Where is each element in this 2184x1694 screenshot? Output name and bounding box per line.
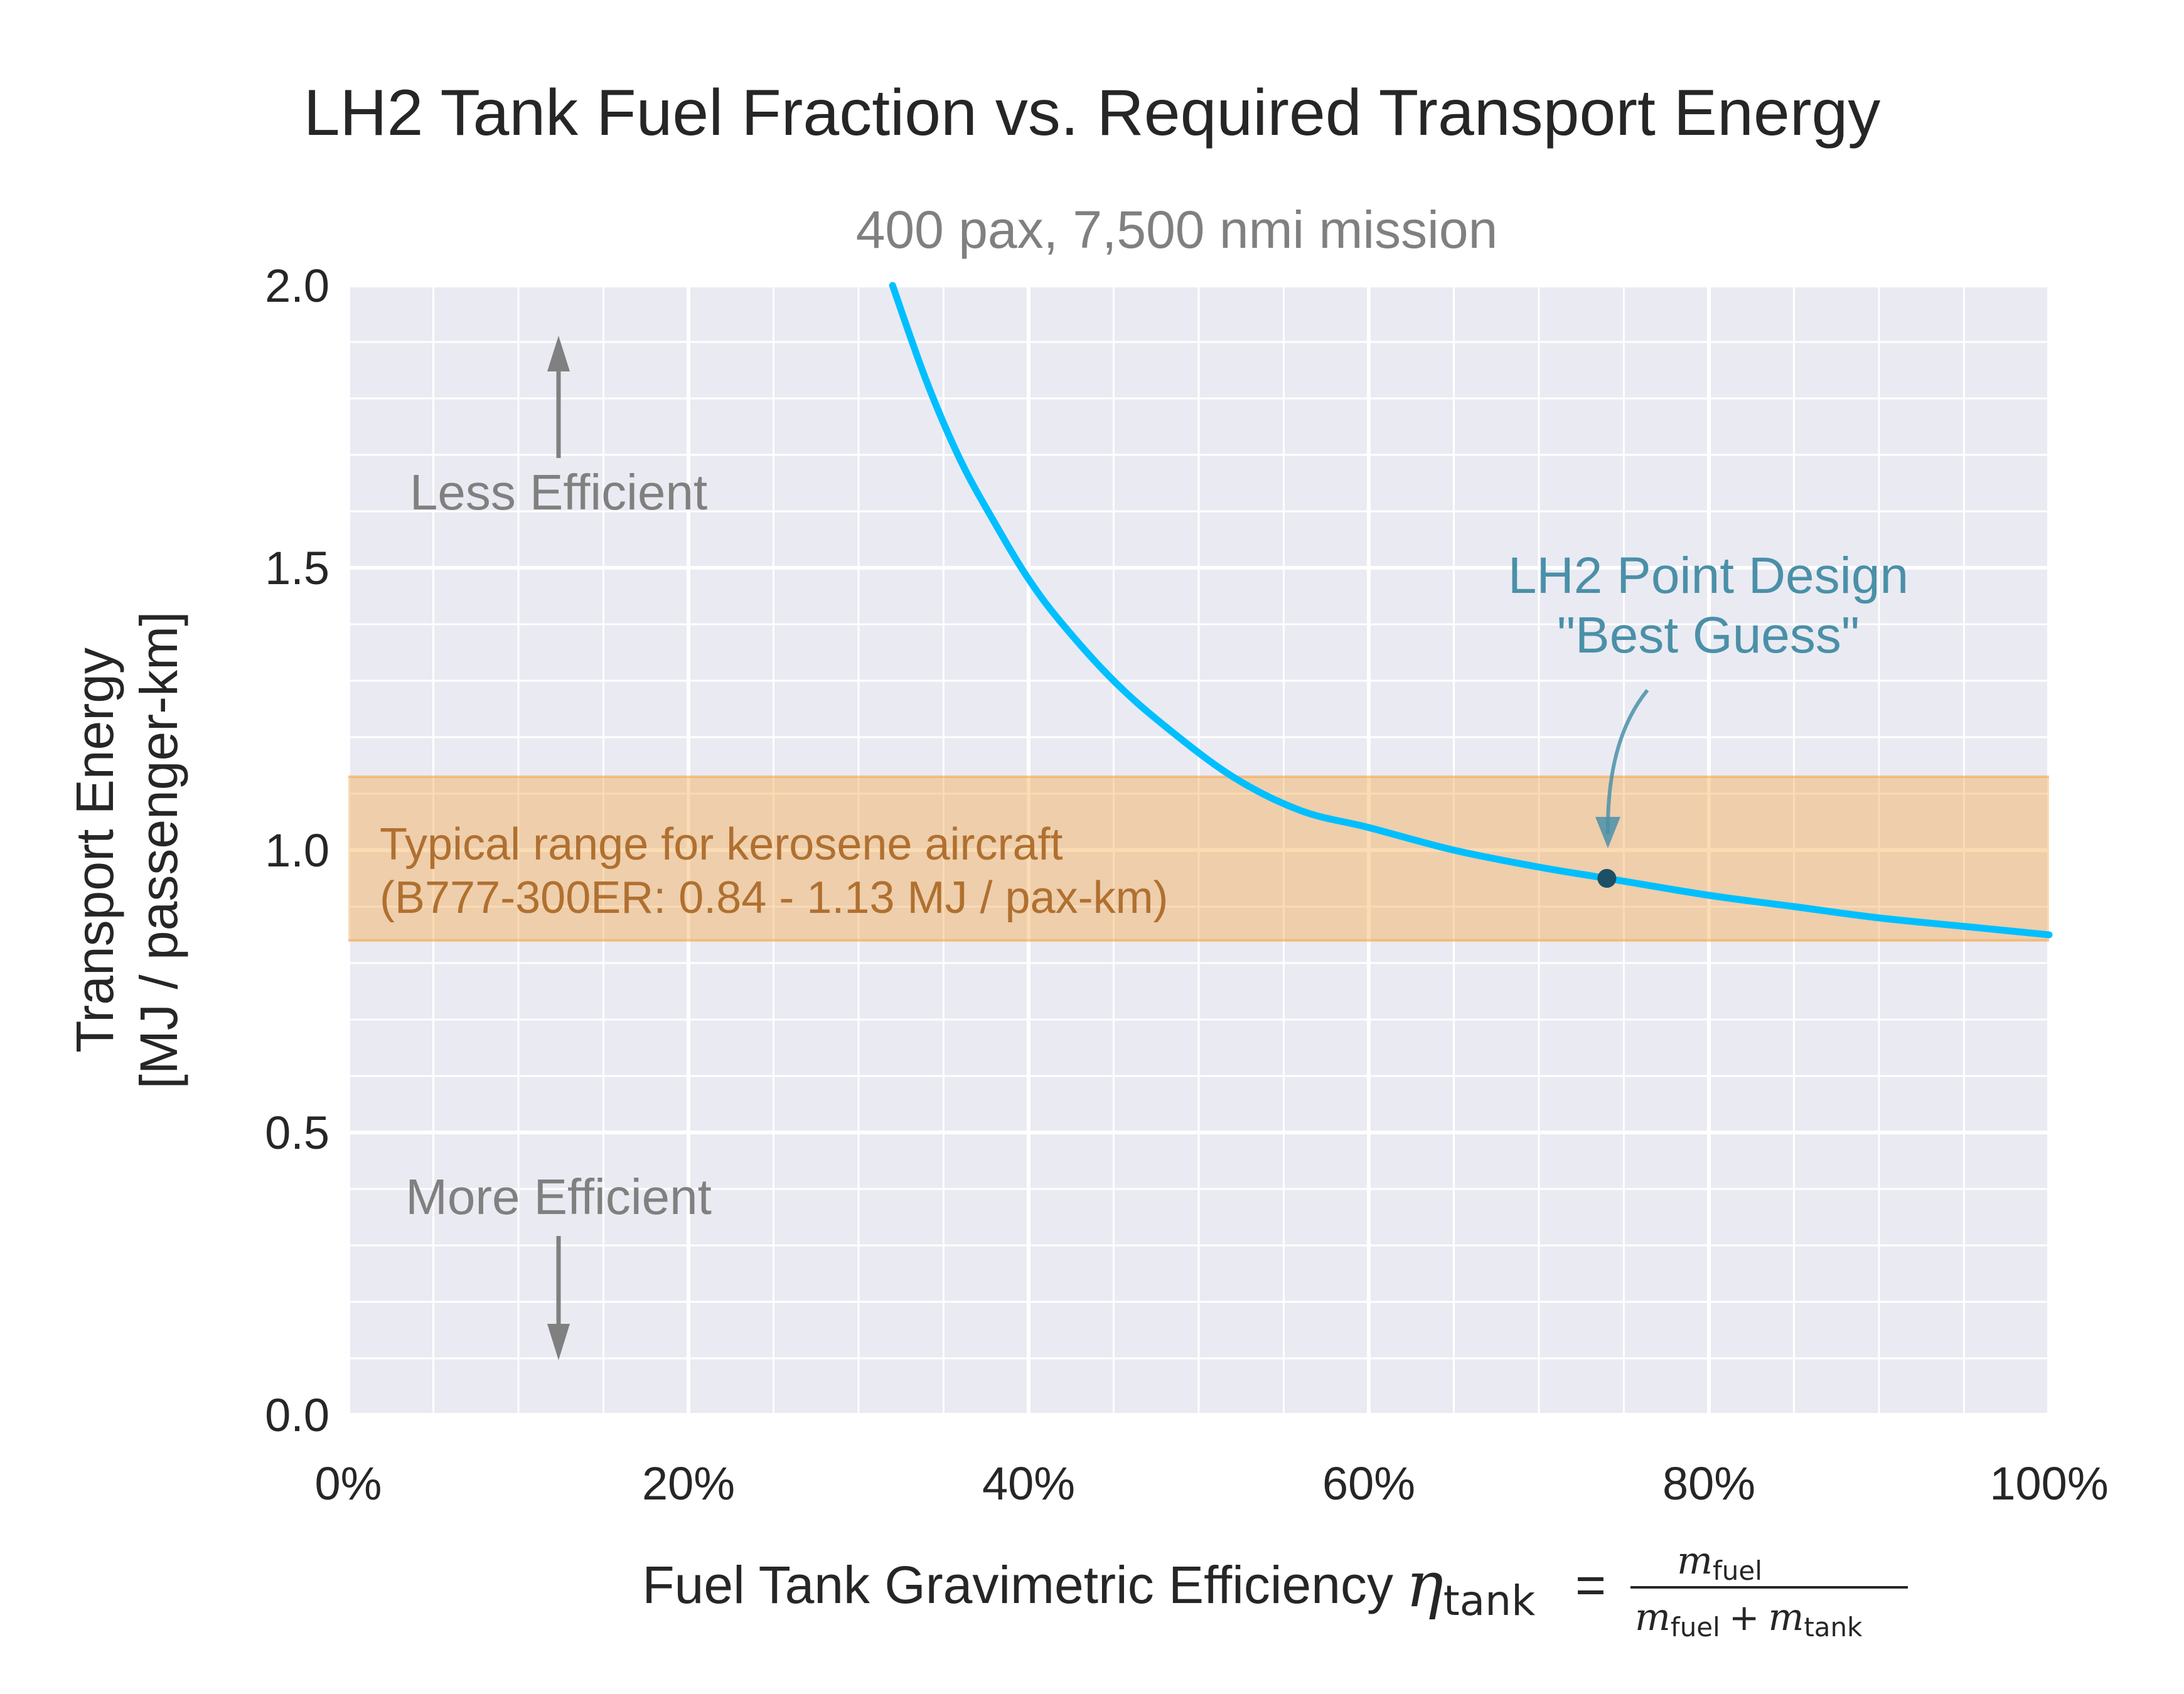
y-axis-label-line1: Transport Energy	[65, 647, 124, 1053]
y-tick-label: 2.0	[265, 260, 329, 312]
point-design-arrow	[1605, 689, 1649, 835]
formula-eta-symbol: η	[1406, 1548, 1443, 1621]
x-tick-label: 100%	[1989, 1457, 2108, 1510]
formula-den-m1: m	[1635, 1595, 1671, 1639]
more-efficient-label: More Efficient	[405, 1169, 712, 1225]
formula-num-m: m	[1677, 1539, 1713, 1583]
x-axis-label: Fuel Tank Gravimetric Efficiency	[642, 1555, 1393, 1614]
point-design-marker	[1597, 869, 1617, 888]
x-tick-label: 20%	[642, 1457, 735, 1510]
band-label-line1: Typical range for kerosene aircraft	[380, 819, 1063, 870]
formula-numerator: mfuel	[1677, 1539, 1762, 1586]
x-tick-label: 40%	[982, 1457, 1075, 1510]
point-design-label-line2: "Best Guess"	[1557, 607, 1860, 664]
series-line	[889, 282, 2053, 939]
less-efficient-arrowhead	[547, 336, 570, 371]
formula-eta-sub: tank	[1443, 1577, 1536, 1625]
major-grid	[346, 284, 2051, 1417]
x-tick-label: 60%	[1322, 1457, 1415, 1510]
formula-equals: =	[1575, 1555, 1606, 1614]
formula-num-sub: fuel	[1713, 1555, 1762, 1586]
y-tick-label: 0.5	[265, 1107, 329, 1159]
y-tick-label: 1.5	[265, 542, 329, 594]
formula-den-plus: +	[1729, 1596, 1760, 1639]
more-efficient-arrowhead	[547, 1324, 570, 1360]
band-label-line2: (B777-300ER: 0.84 - 1.13 MJ / pax-km)	[380, 873, 1169, 923]
x-axis-formula: ηtank = mfuel mfuel + mtank	[1406, 1539, 1908, 1643]
formula-eta: ηtank	[1406, 1548, 1536, 1625]
y-tick-labels: 0.0 0.5 1.0 1.5 2.0	[265, 260, 329, 1441]
chart-title: LH2 Tank Fuel Fraction vs. Required Tran…	[304, 77, 1881, 149]
x-tick-labels: 0% 20% 40% 60% 80% 100%	[315, 1457, 2109, 1510]
chart-subtitle: 400 pax, 7,500 nmi mission	[856, 200, 1498, 259]
y-tick-label: 0.0	[265, 1389, 329, 1441]
formula-den-sub2: tank	[1804, 1612, 1863, 1643]
y-tick-label: 1.0	[265, 824, 329, 876]
less-efficient-label: Less Efficient	[410, 464, 707, 520]
point-design-arrowhead	[1595, 817, 1620, 848]
y-axis-label-line2: [MJ / passenger-km]	[129, 612, 188, 1089]
formula-den-m2: m	[1768, 1595, 1804, 1639]
formula-den-sub1: fuel	[1671, 1612, 1720, 1643]
x-tick-label: 0%	[315, 1457, 382, 1510]
x-tick-label: 80%	[1662, 1457, 1755, 1510]
formula-denominator: mfuel + mtank	[1635, 1595, 1863, 1643]
kerosene-range-band	[348, 777, 2049, 940]
point-design-label-line1: LH2 Point Design	[1508, 547, 1908, 604]
